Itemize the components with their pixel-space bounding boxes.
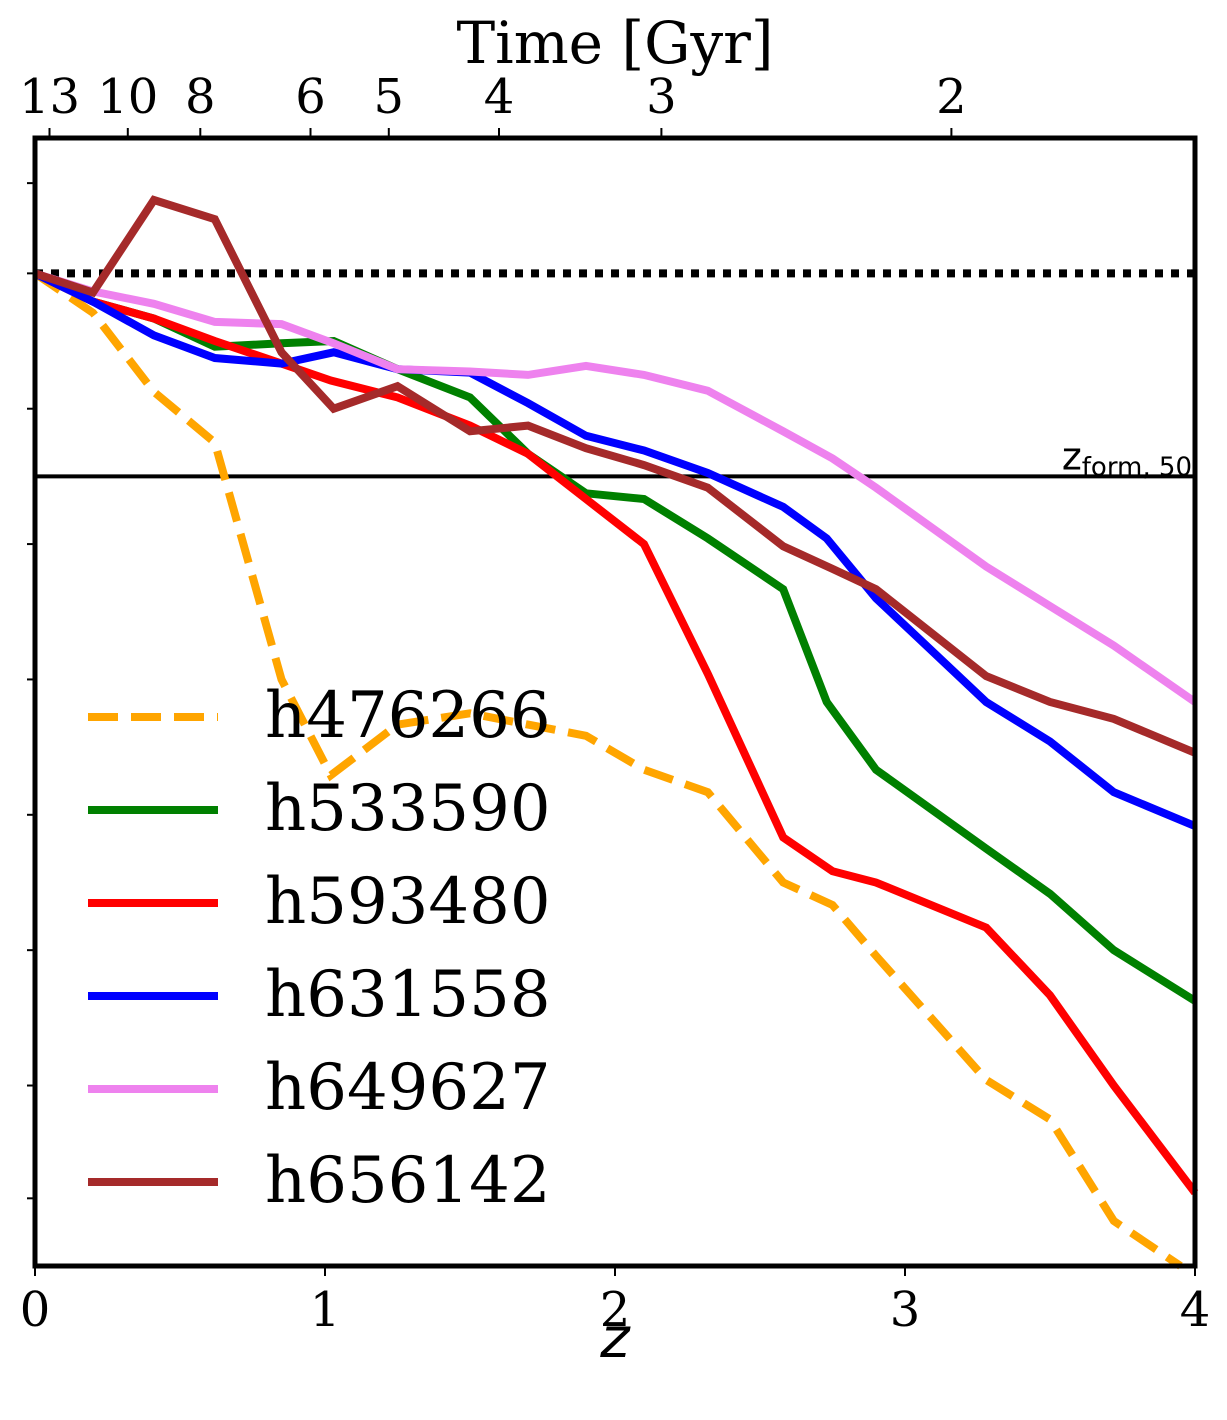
reference-lines: zform, 50 bbox=[35, 269, 1195, 482]
top-tick-label: 6 bbox=[295, 69, 326, 125]
x-tick-label: 4 bbox=[1180, 1282, 1211, 1338]
legend-label-h656142: h656142 bbox=[265, 1144, 551, 1218]
top-tick-label: 4 bbox=[484, 69, 515, 125]
series-line-h656142 bbox=[33, 195, 1197, 757]
series-line-h649627 bbox=[33, 269, 1198, 706]
x-tick-label: 2 bbox=[600, 1282, 631, 1338]
series-line-h533590 bbox=[33, 269, 1198, 1005]
x-tick-label: 1 bbox=[310, 1282, 341, 1338]
legend-label-h476266: h476266 bbox=[265, 679, 551, 753]
top-tick-label: 13 bbox=[19, 69, 80, 125]
top-axis-label: Time [Gyr] bbox=[456, 9, 773, 77]
x-axis-label: z bbox=[599, 1306, 631, 1371]
top-tick-label: 3 bbox=[646, 69, 677, 125]
legend-label-h593480: h593480 bbox=[265, 865, 551, 939]
series-lines bbox=[32, 195, 1199, 1270]
top-tick-label: 5 bbox=[374, 69, 405, 125]
top-tick-label: 2 bbox=[936, 69, 967, 125]
plot-frame bbox=[32, 135, 1198, 1269]
threshold-label: zform, 50 bbox=[1062, 434, 1192, 482]
top-axis-ticks: 13 10 8 6 5 4 3 2 bbox=[19, 69, 967, 138]
series-line-h476266 bbox=[32, 270, 1183, 1270]
top-tick-label: 10 bbox=[97, 69, 158, 125]
series-line-h631558 bbox=[33, 269, 1197, 830]
x-axis-ticks: 0 1 2 3 4 bbox=[20, 1266, 1211, 1338]
x-tick-label: 0 bbox=[20, 1282, 51, 1338]
series-line-h593480 bbox=[33, 269, 1199, 1196]
threshold-label-z: z bbox=[1062, 434, 1082, 478]
legend: h476266 h533590 h593480 h631558 h649627 h6561… bbox=[88, 679, 551, 1218]
legend-label-h533590: h533590 bbox=[265, 772, 551, 846]
x-tick-label: 3 bbox=[890, 1282, 921, 1338]
top-tick-label: 8 bbox=[185, 69, 216, 125]
legend-label-h631558: h631558 bbox=[265, 958, 551, 1032]
legend-label-h649627: h649627 bbox=[265, 1051, 551, 1125]
threshold-label-sub: form, 50 bbox=[1082, 452, 1192, 482]
